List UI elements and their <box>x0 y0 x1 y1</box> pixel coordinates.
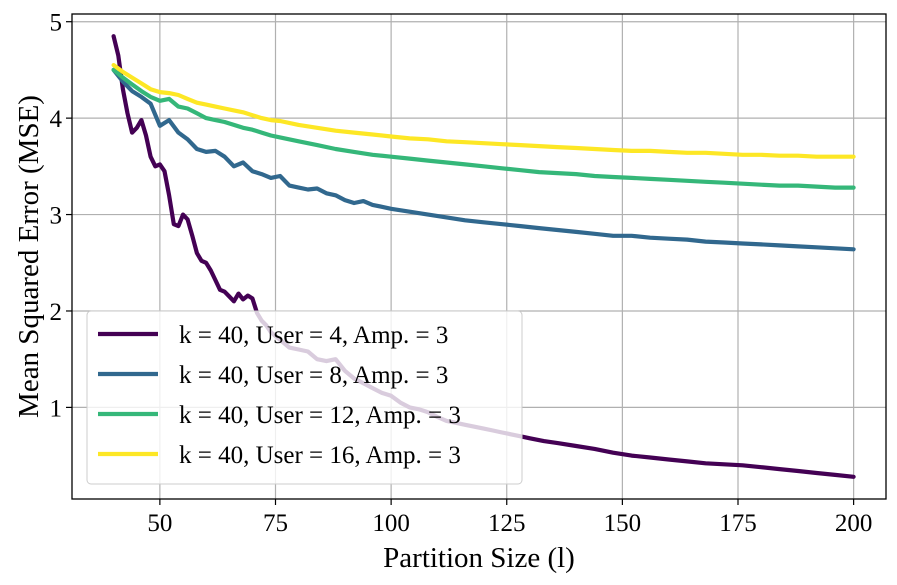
axis-ticks: 50 75 100 125 150 175 200 1 2 3 4 5 <box>50 10 873 537</box>
legend-label-2: k = 40, User = 8, Amp. = 3 <box>179 362 448 389</box>
y-axis-label: Mean Squared Error (MSE) <box>13 95 45 418</box>
series-line-2 <box>111 67 856 252</box>
x-tick-label: 125 <box>488 510 526 537</box>
x-tick-label: 150 <box>604 510 642 537</box>
x-tick-label: 75 <box>263 510 288 537</box>
y-tick-label: 1 <box>50 395 63 422</box>
x-tick-label: 175 <box>719 510 757 537</box>
legend-label-4: k = 40, User = 16, Amp. = 3 <box>179 442 461 469</box>
y-tick-label: 5 <box>50 10 63 37</box>
x-axis-label: Partition Size (l) <box>383 542 575 574</box>
plot-frame <box>71 13 887 500</box>
x-tick-label: 100 <box>372 510 410 537</box>
y-tick-label: 3 <box>50 203 63 230</box>
x-tick-label: 200 <box>835 510 873 537</box>
series-line-3 <box>111 67 856 190</box>
legend-box <box>86 310 523 485</box>
y-tick-label: 2 <box>50 299 63 326</box>
legend-label-3: k = 40, User = 12, Amp. = 3 <box>179 402 461 429</box>
y-tick-label: 4 <box>50 106 63 133</box>
x-tick-label: 50 <box>147 510 172 537</box>
legend-label-1: k = 40, User = 4, Amp. = 3 <box>179 322 448 349</box>
series-line-4 <box>111 62 856 159</box>
legend: k = 40, User = 4, Amp. = 3 k = 40, User =… <box>86 310 523 485</box>
